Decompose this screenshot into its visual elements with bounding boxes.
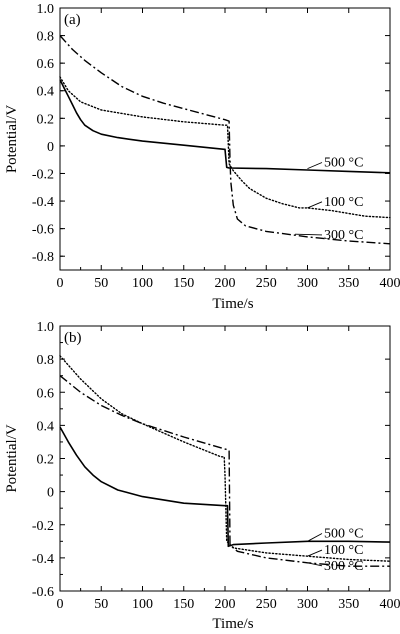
series-line-a-1 [59, 79, 391, 174]
x-tick-label-a: 50 [94, 276, 108, 291]
x-tick-label-a: 150 [173, 276, 194, 291]
x-tick-label-b: 400 [380, 597, 400, 612]
y-tick-label-a: -0.8 [32, 250, 54, 265]
x-tick-label-a: 0 [57, 276, 64, 291]
y-tick-label-a: -0.4 [32, 195, 54, 210]
chart-panel-a: 0 50 100 150 200 250 300 350 400 -0.8 -0.6 -0.4 -0.2… [4, 2, 400, 312]
x-tick-label-b: 0 [57, 597, 64, 612]
y-tick-label-a: 0.4 [37, 85, 55, 100]
y-tick-label-a: 0.6 [37, 57, 55, 72]
x-tick-label-b: 150 [173, 597, 194, 612]
x-axis-title-b: Time/s [212, 616, 253, 632]
x-tick-label-b: 100 [132, 597, 153, 612]
series-line-a-2 [59, 76, 391, 219]
x-tick-label-a: 300 [297, 276, 318, 291]
series-label-b-2: 100 °C [324, 543, 363, 558]
x-axis-title-a: Time/s [212, 296, 253, 312]
y-tick-label-b: -0.2 [32, 519, 54, 534]
x-tick-label-a: 200 [215, 276, 236, 291]
x-tick-label-a: 400 [380, 276, 400, 291]
y-tick-label-a: -0.2 [32, 167, 54, 182]
y-tick-label-a: 0.8 [37, 30, 55, 45]
y-tick-label-a: 0 [47, 140, 54, 155]
series-line-b-2 [59, 355, 391, 562]
label-leader-b-1 [307, 533, 323, 542]
y-tick-label-b: 0.6 [37, 386, 55, 401]
label-leader-b-3 [307, 562, 323, 567]
x-tick-label-b: 250 [256, 597, 277, 612]
y-tick-label-a: 0.2 [37, 112, 55, 127]
series-label-a-2: 100 °C [324, 195, 363, 210]
y-tick-label-a: 1.0 [37, 2, 55, 17]
y-tick-label-b: -0.4 [32, 552, 54, 567]
x-tick-label-b: 50 [94, 597, 108, 612]
series-label-a-1: 500 °C [324, 156, 363, 171]
y-tick-label-b: 0.4 [37, 419, 55, 434]
label-leader-a-2 [307, 201, 323, 209]
series-line-a-3 [59, 35, 391, 245]
series-line-b-1 [59, 426, 391, 548]
x-tick-label-b: 200 [215, 597, 236, 612]
x-tick-label-a: 250 [256, 276, 277, 291]
x-tick-label-a: 350 [338, 276, 359, 291]
y-tick-label-b: 0.2 [37, 453, 55, 468]
label-leader-a-3 [295, 233, 323, 236]
y-axis-title-a: Potential/V [4, 105, 20, 173]
y-tick-label-a: -0.6 [32, 223, 54, 238]
y-tick-label-b: 1.0 [37, 320, 55, 335]
x-tick-label-a: 100 [132, 276, 153, 291]
x-tick-label-b: 350 [338, 597, 359, 612]
chart-panel-b: 0 50 100 150 200 250 300 350 400 -0.6 -0.4 -0.2 0 0.2… [4, 320, 400, 632]
y-tick-label-b: -0.6 [32, 585, 54, 600]
label-leader-a-1 [307, 162, 323, 170]
x-tick-label-b: 300 [297, 597, 318, 612]
y-axis-title-b: Potential/V [4, 424, 20, 492]
series-line-b-3 [59, 375, 390, 567]
series-label-b-1: 500 °C [324, 527, 363, 542]
panel-label-b: (b) [64, 330, 82, 346]
series-label-a-3: 300 °C [324, 228, 363, 243]
label-leader-b-2 [307, 549, 323, 557]
panel-label-a: (a) [64, 12, 81, 28]
y-tick-label-b: 0.8 [37, 353, 55, 368]
series-label-b-3: 300 °C [324, 559, 363, 574]
y-tick-label-b: 0 [47, 486, 54, 501]
